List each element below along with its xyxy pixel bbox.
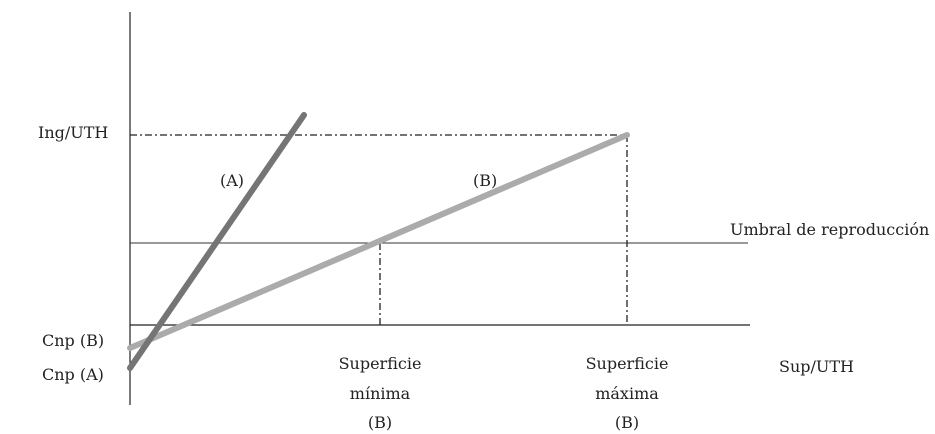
- x-axis-label: Sup/UTH: [779, 357, 854, 376]
- line-b-label: (B): [473, 171, 497, 190]
- cnp-a-label: Cnp (A): [42, 365, 104, 384]
- sup-max-label-line2: máxima: [595, 384, 659, 403]
- line-a-label: (A): [220, 171, 244, 190]
- cnp-b-label: Cnp (B): [42, 331, 104, 350]
- line-b: [127, 132, 630, 351]
- line-a: [127, 112, 307, 371]
- sup-min-label-line3: (B): [368, 413, 392, 432]
- threshold-label: Umbral de reproducción: [730, 220, 929, 239]
- sup-max-label-line3: (B): [615, 413, 639, 432]
- sup-max-label-line1: Superficie: [586, 354, 669, 373]
- sup-min-label-line1: Superficie: [339, 354, 422, 373]
- sup-min-label-line2: mínima: [350, 384, 411, 403]
- y-axis-label: Ing/UTH: [38, 123, 108, 142]
